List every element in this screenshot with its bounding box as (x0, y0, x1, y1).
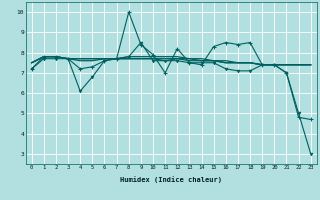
X-axis label: Humidex (Indice chaleur): Humidex (Indice chaleur) (120, 176, 222, 183)
